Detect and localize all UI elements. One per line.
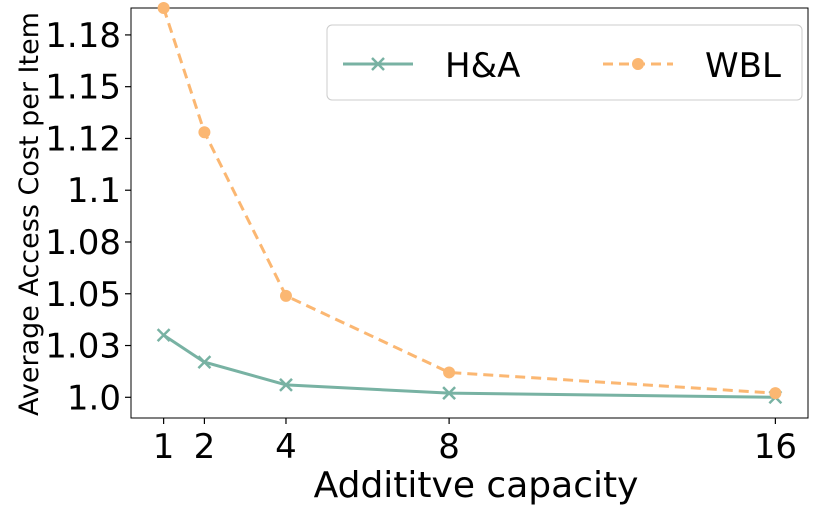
- y-tick-label: 1.08: [45, 223, 121, 263]
- y-axis: 1.0 1.03 1.05 1.08 1.1 1.12 1.15 1.18: [45, 16, 131, 418]
- y-tick-label: 1.18: [45, 16, 121, 56]
- data-point: [279, 377, 293, 392]
- y-tick-label: 1.15: [45, 68, 121, 108]
- x-tick-label: 16: [754, 427, 797, 467]
- y-tick-label: 1.03: [45, 327, 121, 367]
- data-point: [198, 126, 211, 139]
- data-point: [443, 366, 456, 379]
- data-point: [197, 355, 212, 369]
- legend-marker: [371, 57, 385, 71]
- y-axis-label: Average Access Cost per Item: [14, 12, 45, 416]
- data-point: [156, 328, 171, 343]
- y-tick-label: 1.0: [67, 378, 121, 418]
- legend-marker: [632, 58, 644, 70]
- y-tick-label: 1.12: [45, 119, 121, 159]
- y-tick-label: 1.1: [67, 171, 121, 211]
- x-axis: 1 2 4 8 16: [153, 418, 797, 467]
- x-tick-label: 2: [194, 427, 216, 467]
- x-tick-label: 8: [438, 427, 460, 467]
- x-axis-label: Addititve capacity: [314, 465, 639, 506]
- data-point: [157, 2, 170, 14]
- legend-label: WBL: [705, 46, 781, 86]
- legend-box: [326, 24, 803, 101]
- legend: H&A WBL: [326, 24, 803, 101]
- y-tick-label: 1.05: [45, 275, 121, 315]
- data-point: [769, 387, 782, 400]
- series-layer: [156, 2, 783, 405]
- data-point: [442, 386, 456, 401]
- x-tick-label: 4: [275, 427, 297, 467]
- legend-label: H&A: [445, 46, 520, 86]
- x-tick-label: 1: [153, 427, 175, 467]
- data-point: [279, 289, 292, 302]
